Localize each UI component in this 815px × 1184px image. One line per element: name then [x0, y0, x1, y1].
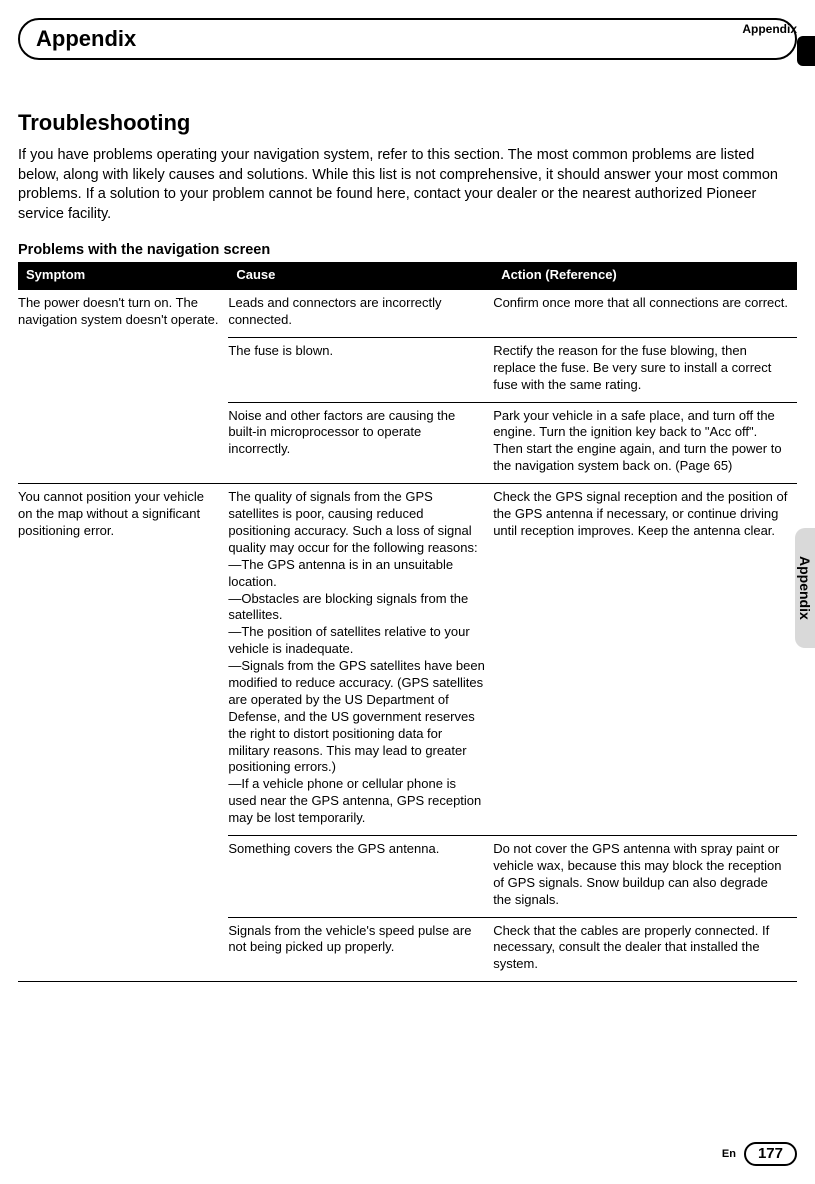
cause-cell: Something covers the GPS antenna. [228, 835, 493, 917]
cause-cell: Leads and connectors are incorrectly con… [228, 290, 493, 338]
symptom-cell: The power doesn't turn on. The navigatio… [18, 290, 228, 484]
page-title: Troubleshooting [18, 110, 797, 136]
action-cell: Check the GPS signal reception and the p… [493, 484, 797, 836]
page-footer: En 177 [722, 1142, 797, 1166]
cause-cell: Noise and other factors are causing the … [228, 402, 493, 484]
corner-chip [797, 36, 815, 66]
footer-lang: En [722, 1148, 736, 1160]
running-header: Appendix [742, 22, 797, 36]
side-tab: Appendix [795, 528, 815, 648]
action-cell: Park your vehicle in a safe place, and t… [493, 402, 797, 484]
section-header-bar: Appendix [18, 18, 797, 60]
action-cell: Check that the cables are properly conne… [493, 917, 797, 982]
symptom-cell: You cannot position your vehicle on the … [18, 484, 228, 982]
intro-paragraph: If you have problems operating your navi… [18, 146, 797, 224]
cause-cell: Signals from the vehicle's speed pulse a… [228, 917, 493, 982]
action-cell: Do not cover the GPS antenna with spray … [493, 835, 797, 917]
side-tab-label: Appendix [797, 556, 813, 620]
cause-cell: The quality of signals from the GPS sate… [228, 484, 493, 836]
col-header-symptom: Symptom [18, 262, 228, 289]
troubleshooting-table: Symptom Cause Action (Reference) The pow… [18, 262, 797, 982]
col-header-cause: Cause [228, 262, 493, 289]
table-body: The power doesn't turn on. The navigatio… [18, 290, 797, 982]
cause-cell: The fuse is blown. [228, 337, 493, 402]
col-header-action: Action (Reference) [493, 262, 797, 289]
action-cell: Confirm once more that all connections a… [493, 290, 797, 338]
page-number: 177 [744, 1142, 797, 1166]
action-cell: Rectify the reason for the fuse blowing,… [493, 337, 797, 402]
table-subtitle: Problems with the navigation screen [18, 242, 797, 258]
